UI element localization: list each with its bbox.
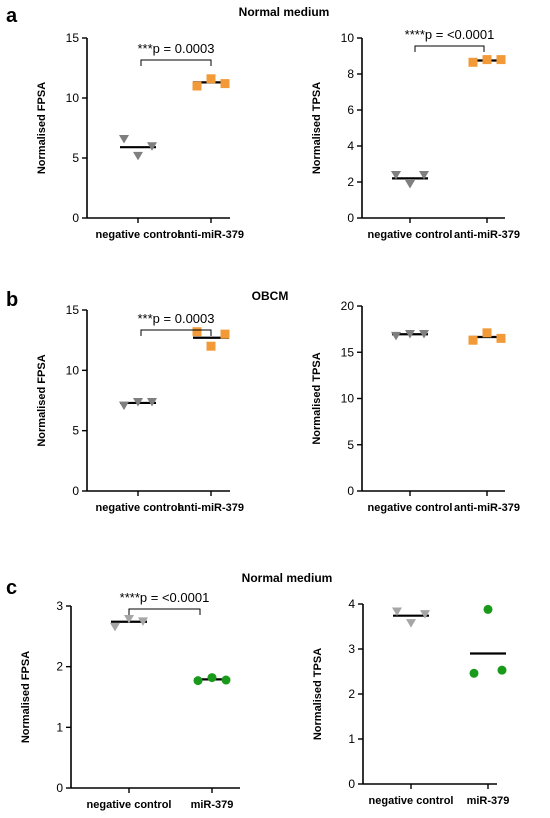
b-left-xtick-label-0: negative control <box>96 502 181 514</box>
a-left-point-0-1 <box>133 151 143 161</box>
b-right-point-1-1 <box>482 328 492 338</box>
a-left-ytick-label-10: 10 <box>66 91 80 105</box>
c-left-point-0-2 <box>138 617 148 626</box>
a-right-point-1-0 <box>468 57 478 67</box>
a-right-xtick-label-0: negative control <box>368 229 453 241</box>
a-right-point-1-2 <box>496 55 506 65</box>
a-left-ylabel: Normalised FPSA <box>36 82 48 174</box>
c-left-point-1-0 <box>193 676 203 686</box>
b-left-sig-label: ***p = 0.0003 <box>138 311 215 326</box>
c-right-ylabel: Normalised TPSA <box>312 648 324 740</box>
a-left-ytick-label-5: 5 <box>72 151 79 165</box>
c-right-point-0-0 <box>392 607 402 616</box>
c-right-ytick-label-0: 0 <box>348 777 355 791</box>
a-left-ytick-label-0: 0 <box>72 211 79 225</box>
a-right-point-0-1 <box>405 180 415 189</box>
b-left-ytick-label-5: 5 <box>72 424 79 438</box>
c-left-sig-label: ****p = <0.0001 <box>120 590 210 605</box>
b-right-point-0-1 <box>405 330 415 339</box>
a-left-sig-label: ***p = 0.0003 <box>138 41 215 56</box>
b-right-point-1-2 <box>496 333 506 343</box>
a-right-ytick-label-2: 2 <box>347 175 354 189</box>
a-right-sig-label: ****p = <0.0001 <box>405 27 495 42</box>
c-left-ytick-label-2: 2 <box>56 660 63 674</box>
b-left-xtick-label-1: anti-miR-379 <box>178 502 244 514</box>
a-right-point-0-0 <box>391 171 401 180</box>
a-right-point-1-1 <box>482 55 492 65</box>
a-right-ytick-label-0: 0 <box>347 211 354 225</box>
b-left-ytick-label-15: 15 <box>66 303 80 317</box>
c-right-ytick-label-1: 1 <box>348 732 355 746</box>
b-right-point-0-0 <box>391 331 401 341</box>
b-left-point-0-2 <box>147 397 157 407</box>
panel-title-c: Normal medium <box>242 571 333 585</box>
c-left-xtick-label-1: miR-379 <box>191 799 234 811</box>
c-left-ytick-label-3: 3 <box>56 599 63 613</box>
c-left-point-0-0 <box>110 622 120 632</box>
c-left-sig-bracket <box>128 608 201 615</box>
b-left-sig-bracket <box>140 329 212 336</box>
c-right-point-1-1 <box>483 604 493 614</box>
b-left-point-1-0 <box>192 327 202 337</box>
c-right-point-0-1 <box>406 619 416 628</box>
b-right-point-0-2 <box>419 330 429 339</box>
c-left-point-1-2 <box>221 675 231 685</box>
b-left-point-1-1 <box>206 341 216 351</box>
b-right-ytick-label-10: 10 <box>341 392 355 406</box>
c-right-ytick-label-2: 2 <box>348 687 355 701</box>
c-right-xtick-label-0: negative control <box>369 795 454 807</box>
b-right-ytick-label-20: 20 <box>341 299 355 313</box>
b-left-point-1-2 <box>220 329 230 339</box>
panel-title-a: Normal medium <box>239 5 330 19</box>
a-left-point-1-0 <box>192 81 202 91</box>
c-right-point-1-2 <box>497 665 507 675</box>
a-left-xtick-label-0: negative control <box>96 229 181 241</box>
panel-title-b: OBCM <box>252 289 289 303</box>
a-left-point-1-2 <box>220 79 230 89</box>
a-right-sig-bracket <box>414 45 485 52</box>
c-left-point-0-1 <box>124 614 134 624</box>
b-right-ylabel: Normalised TPSA <box>311 352 323 444</box>
b-left-ylabel: Normalised FPSA <box>36 354 48 446</box>
a-right-point-0-2 <box>419 171 429 180</box>
c-left-ytick-label-0: 0 <box>56 781 63 795</box>
a-left-xtick-label-1: anti-miR-379 <box>178 229 244 241</box>
a-left-point-0-2 <box>147 142 157 151</box>
c-left-xtick-label-0: negative control <box>87 799 172 811</box>
c-left-ytick-label-1: 1 <box>56 720 63 734</box>
b-right-xtick-label-0: negative control <box>368 502 453 514</box>
a-left-sig-bracket <box>140 59 212 66</box>
panel-letter-c: c <box>6 577 17 599</box>
b-left-ytick-label-0: 0 <box>72 484 79 498</box>
c-right-ytick-label-4: 4 <box>348 597 355 611</box>
a-left-point-0-0 <box>119 135 129 144</box>
panel-letter-b: b <box>6 289 18 311</box>
a-right-xtick-label-1: anti-miR-379 <box>454 229 520 241</box>
c-right-point-0-2 <box>420 610 430 619</box>
b-left-point-0-0 <box>119 401 129 411</box>
b-right-point-1-0 <box>468 335 478 345</box>
c-right-point-1-0 <box>469 668 479 678</box>
b-left-ytick-label-10: 10 <box>66 363 80 377</box>
b-right-ytick-label-15: 15 <box>341 345 355 359</box>
a-right-ytick-label-10: 10 <box>341 31 355 45</box>
a-right-ytick-label-4: 4 <box>347 139 354 153</box>
panel-letter-a: a <box>6 5 18 27</box>
a-right-ytick-label-8: 8 <box>347 67 354 81</box>
b-right-ytick-label-0: 0 <box>347 484 354 498</box>
c-left-ylabel: Normalised FPSA <box>20 651 32 743</box>
c-right-xtick-label-1: miR-379 <box>467 795 510 807</box>
b-right-xtick-label-1: anti-miR-379 <box>454 502 520 514</box>
b-right-ytick-label-5: 5 <box>347 438 354 452</box>
c-right-ytick-label-3: 3 <box>348 642 355 656</box>
a-left-ytick-label-15: 15 <box>66 31 80 45</box>
a-right-ylabel: Normalised TPSA <box>311 82 323 174</box>
a-left-point-1-1 <box>206 74 216 84</box>
b-left-point-0-1 <box>133 397 143 407</box>
c-left-point-1-1 <box>207 673 217 683</box>
a-right-ytick-label-6: 6 <box>347 103 354 117</box>
